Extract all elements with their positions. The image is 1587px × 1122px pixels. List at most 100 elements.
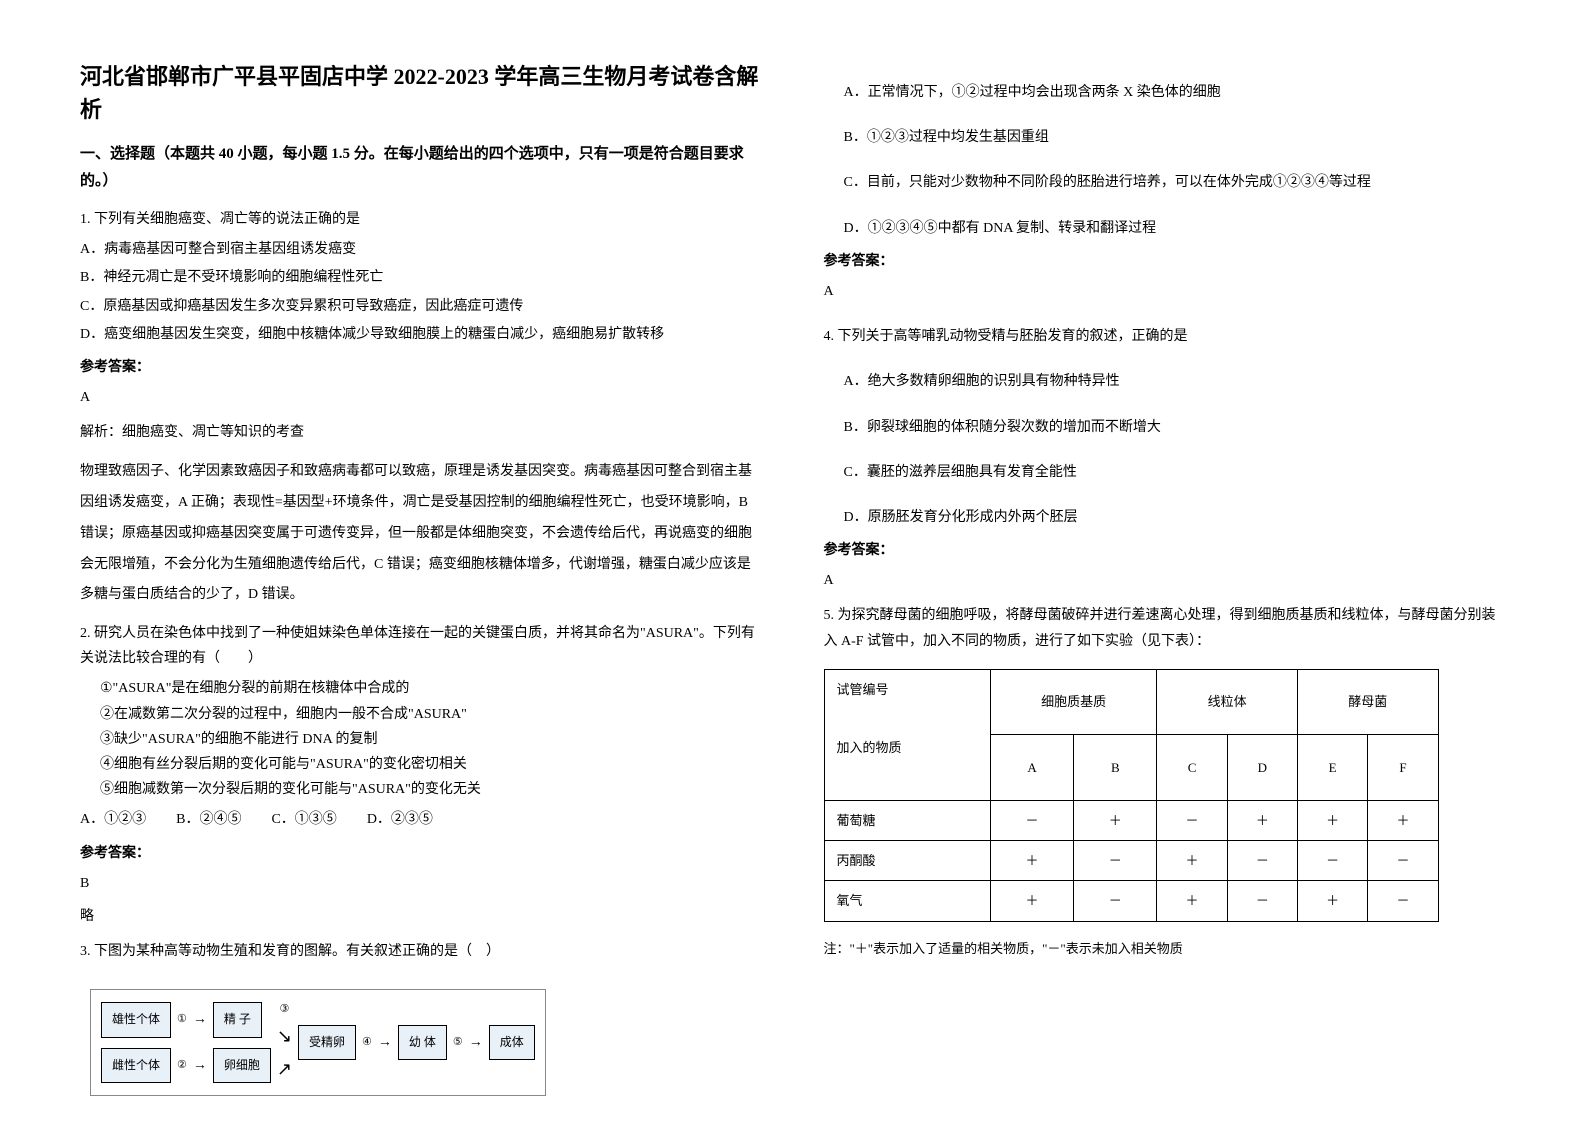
diagram-box-egg: 卵细胞 — [213, 1048, 271, 1084]
table-row-pyruvate: 丙酮酸 ＋ － ＋ － － － — [824, 840, 1438, 880]
diagram-box-juvenile: 幼 体 — [398, 1025, 447, 1061]
diagram-label-1: ① — [177, 1010, 187, 1030]
cell: － — [1074, 840, 1157, 880]
cell: － — [990, 800, 1073, 840]
q2-sub4: ④细胞有丝分裂后期的变化可能与"ASURA"的变化密切相关 — [100, 752, 764, 777]
q3-option-b: B．①②③过程中均发生基因重组 — [844, 125, 1508, 150]
q1-explanation-2: 物理致癌因子、化学因素致癌因子和致癌病毒都可以致癌，原理是诱发基因突变。病毒癌基… — [80, 457, 764, 611]
diagram-box-female: 雌性个体 — [101, 1048, 171, 1084]
cell: ＋ — [990, 881, 1073, 921]
q2-sub2: ②在减数第二次分裂的过程中，细胞内一般不合成"ASURA" — [100, 702, 764, 727]
cell: － — [1227, 840, 1297, 880]
q2-options-row: A．①②③ B．②④⑤ C．①③⑤ D．②③⑤ — [80, 807, 764, 832]
q1-answer-label: 参考答案： — [80, 355, 764, 380]
diagram-box-adult: 成体 — [489, 1025, 535, 1061]
table-row-oxygen: 氧气 ＋ － ＋ － ＋ － — [824, 881, 1438, 921]
cell: ＋ — [1227, 800, 1297, 840]
diagram-box-sperm: 精 子 — [213, 1002, 262, 1038]
col-d: D — [1227, 735, 1297, 800]
q1-explanation-1: 解析：细胞癌变、凋亡等知识的考查 — [80, 418, 764, 449]
left-column: 河北省邯郸市广平县平固店中学 2022-2023 学年高三生物月考试卷含解析 一… — [50, 60, 794, 1062]
q4-option-a: A．绝大多数精卵细胞的识别具有物种特异性 — [844, 369, 1508, 394]
q3-option-d: D．①②③④⑤中都有 DNA 复制、转录和翻译过程 — [844, 216, 1508, 241]
cell: ＋ — [1368, 800, 1438, 840]
diagram-label-4: ④ — [362, 1033, 372, 1053]
q3-diagram: 雄性个体 ① → 精 子 雌性个体 ② → 卵细胞 ③ ↘ ↗ — [80, 979, 764, 1106]
q1-answer: A — [80, 385, 764, 410]
col-c: C — [1157, 735, 1227, 800]
cell: ＋ — [1074, 800, 1157, 840]
th-tube-number: 试管编号 — [837, 678, 978, 701]
cell: ＋ — [1297, 881, 1367, 921]
cell: － — [1157, 800, 1227, 840]
q4-option-b: B．卵裂球细胞的体积随分裂次数的增加而不断增大 — [844, 415, 1508, 440]
cell: － — [1297, 840, 1367, 880]
row-oxygen-label: 氧气 — [824, 881, 990, 921]
q1-option-c: C．原癌基因或抑癌基因发生多次变异累积可导致癌症，因此癌症可遗传 — [80, 294, 764, 319]
q3-answer-label: 参考答案： — [824, 249, 1508, 274]
cell: － — [1368, 840, 1438, 880]
question-1: 1. 下列有关细胞癌变、凋亡等的说法正确的是 A．病毒癌基因可整合到宿主基因组诱… — [80, 207, 764, 611]
th-cytoplasm: 细胞质基质 — [990, 669, 1156, 734]
q5-text: 5. 为探究酵母菌的细胞呼吸，将酵母菌破碎并进行差速离心处理，得到细胞质基质和线… — [824, 603, 1508, 653]
col-a: A — [990, 735, 1073, 800]
q1-text: 1. 下列有关细胞癌变、凋亡等的说法正确的是 — [80, 207, 764, 232]
q4-answer: A — [824, 568, 1508, 593]
q1-option-d: D．癌变细胞基因发生突变，细胞中核糖体减少导致细胞膜上的糖蛋白减少，癌细胞易扩散… — [80, 322, 764, 347]
q4-answer-label: 参考答案： — [824, 538, 1508, 563]
cell: ＋ — [1157, 840, 1227, 880]
q3-text: 3. 下图为某种高等动物生殖和发育的图解。有关叙述正确的是（ ） — [80, 939, 764, 964]
table-header-row-1: 试管编号 加入的物质 细胞质基质 线粒体 酵母菌 — [824, 669, 1438, 734]
diagram-label-5: ⑤ — [453, 1033, 463, 1053]
q2-note: 略 — [80, 904, 764, 929]
diagram-label-2: ② — [177, 1056, 187, 1076]
q3-answer: A — [824, 279, 1508, 304]
q5-table-note: 注："＋"表示加入了适量的相关物质，"－"表示未加入相关物质 — [824, 937, 1508, 960]
q4-option-c: C．囊胚的滋养层细胞具有发育全能性 — [844, 460, 1508, 485]
question-2: 2. 研究人员在染色体中找到了一种使姐妹染色单体连接在一起的关键蛋白质，并将其命… — [80, 621, 764, 929]
diagram-box-zygote: 受精卵 — [298, 1025, 356, 1061]
cell: ＋ — [990, 840, 1073, 880]
col-b: B — [1074, 735, 1157, 800]
diagram-box-male: 雄性个体 — [101, 1002, 171, 1038]
q2-option-d: D．②③⑤ — [367, 807, 433, 832]
q3-option-c: C．目前，只能对少数物种不同阶段的胚胎进行培养，可以在体外完成①②③④等过程 — [844, 170, 1508, 195]
row-pyruvate-label: 丙酮酸 — [824, 840, 990, 880]
q2-sub5: ⑤细胞减数第一次分裂后期的变化可能与"ASURA"的变化无关 — [100, 777, 764, 802]
cell: － — [1074, 881, 1157, 921]
q3-option-a: A．正常情况下，①②过程中均会出现含两条 X 染色体的细胞 — [844, 80, 1508, 105]
cell: － — [1227, 881, 1297, 921]
q2-option-a: A．①②③ — [80, 807, 146, 832]
q2-answer-label: 参考答案： — [80, 841, 764, 866]
q2-sub1: ①"ASURA"是在细胞分裂的前期在核糖体中合成的 — [100, 676, 764, 701]
q4-option-d: D．原肠胚发育分化形成内外两个胚层 — [844, 505, 1508, 530]
arrow-icon: → — [469, 1030, 483, 1055]
q5-table: 试管编号 加入的物质 细胞质基质 线粒体 酵母菌 A B C D E F 葡萄糖… — [824, 669, 1439, 922]
document-title: 河北省邯郸市广平县平固店中学 2022-2023 学年高三生物月考试卷含解析 — [80, 60, 764, 126]
row-glucose-label: 葡萄糖 — [824, 800, 990, 840]
question-5: 5. 为探究酵母菌的细胞呼吸，将酵母菌破碎并进行差速离心处理，得到细胞质基质和线… — [824, 603, 1508, 960]
diagram-label-3: ③ — [280, 1000, 290, 1020]
th-yeast: 酵母菌 — [1297, 669, 1438, 734]
th-substance: 加入的物质 — [837, 736, 978, 759]
q1-option-b: B．神经元凋亡是不受环境影响的细胞编程性死亡 — [80, 265, 764, 290]
arrow-icon: → — [193, 1007, 207, 1032]
arrow-icon: → — [378, 1030, 392, 1055]
cell: ＋ — [1157, 881, 1227, 921]
th-mitochondria: 线粒体 — [1157, 669, 1298, 734]
cell: ＋ — [1297, 800, 1367, 840]
arrow-icon: → — [193, 1053, 207, 1078]
q2-sub3: ③缺少"ASURA"的细胞不能进行 DNA 的复制 — [100, 727, 764, 752]
table-row-glucose: 葡萄糖 － ＋ － ＋ ＋ ＋ — [824, 800, 1438, 840]
col-f: F — [1368, 735, 1438, 800]
q4-text: 4. 下列关于高等哺乳动物受精与胚胎发育的叙述，正确的是 — [824, 324, 1508, 349]
col-e: E — [1297, 735, 1367, 800]
q2-answer: B — [80, 871, 764, 896]
q2-text: 2. 研究人员在染色体中找到了一种使姐妹染色单体连接在一起的关键蛋白质，并将其命… — [80, 621, 764, 671]
q2-option-c: C．①③⑤ — [271, 807, 336, 832]
section-header: 一、选择题（本题共 40 小题，每小题 1.5 分。在每小题给出的四个选项中，只… — [80, 141, 764, 195]
right-column: A．正常情况下，①②过程中均会出现含两条 X 染色体的细胞 B．①②③过程中均发… — [794, 60, 1538, 1062]
q1-option-a: A．病毒癌基因可整合到宿主基因组诱发癌变 — [80, 237, 764, 262]
cell: － — [1368, 881, 1438, 921]
question-4: 4. 下列关于高等哺乳动物受精与胚胎发育的叙述，正确的是 A．绝大多数精卵细胞的… — [824, 324, 1508, 593]
